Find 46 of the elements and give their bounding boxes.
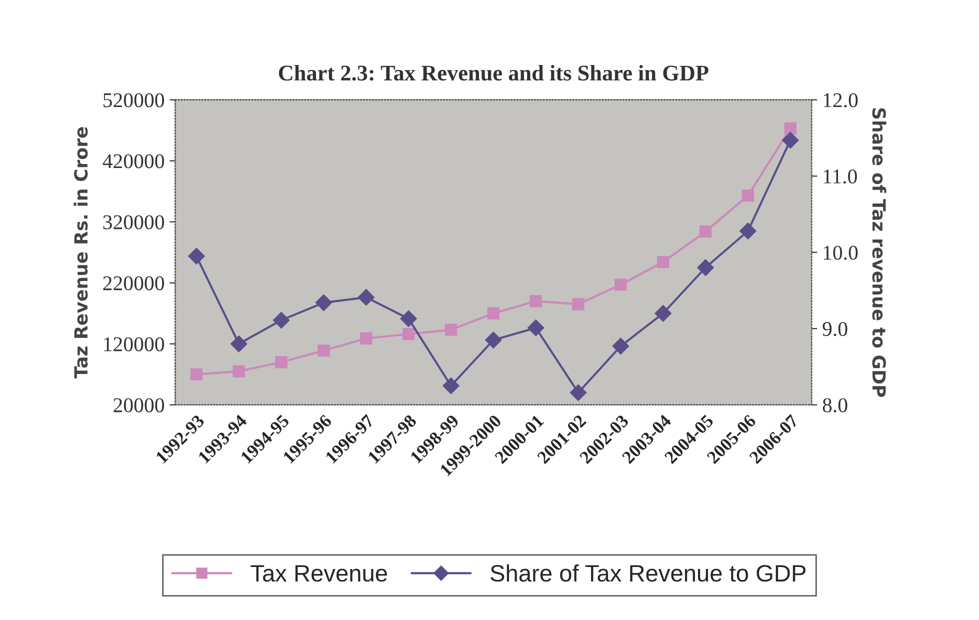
point xyxy=(742,190,754,202)
point xyxy=(487,307,500,320)
point xyxy=(402,328,415,340)
y2-tick-label: 9.0 xyxy=(822,322,848,336)
point xyxy=(188,248,205,265)
y-tick-label: 520000 xyxy=(104,93,164,108)
point xyxy=(232,365,245,378)
y-axis-title: Taz Revenue Rs. in Crore xyxy=(74,127,88,378)
point xyxy=(318,344,330,357)
point xyxy=(784,122,796,135)
point xyxy=(400,310,417,328)
point xyxy=(527,319,544,336)
chart-title: Chart 2.3: Tax Revenue and its Share in GDP xyxy=(278,64,708,81)
point xyxy=(614,278,627,291)
point xyxy=(272,312,290,329)
y-tick-label: 320000 xyxy=(103,215,164,230)
point xyxy=(740,222,756,240)
point xyxy=(190,368,203,380)
y2-tick-label: 10.0 xyxy=(824,246,858,260)
point xyxy=(442,377,460,394)
point xyxy=(315,294,332,312)
legend-label: Share of Tax Revenue to GDP xyxy=(490,564,806,582)
point xyxy=(275,356,288,368)
point xyxy=(697,259,714,276)
point xyxy=(485,332,502,348)
point xyxy=(530,295,542,308)
legend-label: Tax Revenue xyxy=(250,565,387,582)
y-tick-label: 420000 xyxy=(102,154,164,168)
point xyxy=(230,335,248,352)
point xyxy=(782,132,799,149)
point xyxy=(358,288,375,306)
point xyxy=(444,324,458,336)
y-tick-label: 220000 xyxy=(103,276,164,290)
y2-tick-label: 8.0 xyxy=(822,398,848,412)
point xyxy=(657,256,670,268)
y-tick-label: 120000 xyxy=(104,337,164,352)
y2-tick-label: 11.0 xyxy=(824,169,857,184)
y-tick-label: 20000 xyxy=(114,398,164,412)
y2-axis-title: Share of Taz revenue to GDP xyxy=(872,108,886,397)
point xyxy=(699,226,712,238)
point xyxy=(654,304,672,322)
point xyxy=(572,298,584,310)
point xyxy=(612,338,630,355)
y2-tick-label: 12.0 xyxy=(824,93,858,108)
point xyxy=(570,384,587,402)
point xyxy=(360,332,372,344)
